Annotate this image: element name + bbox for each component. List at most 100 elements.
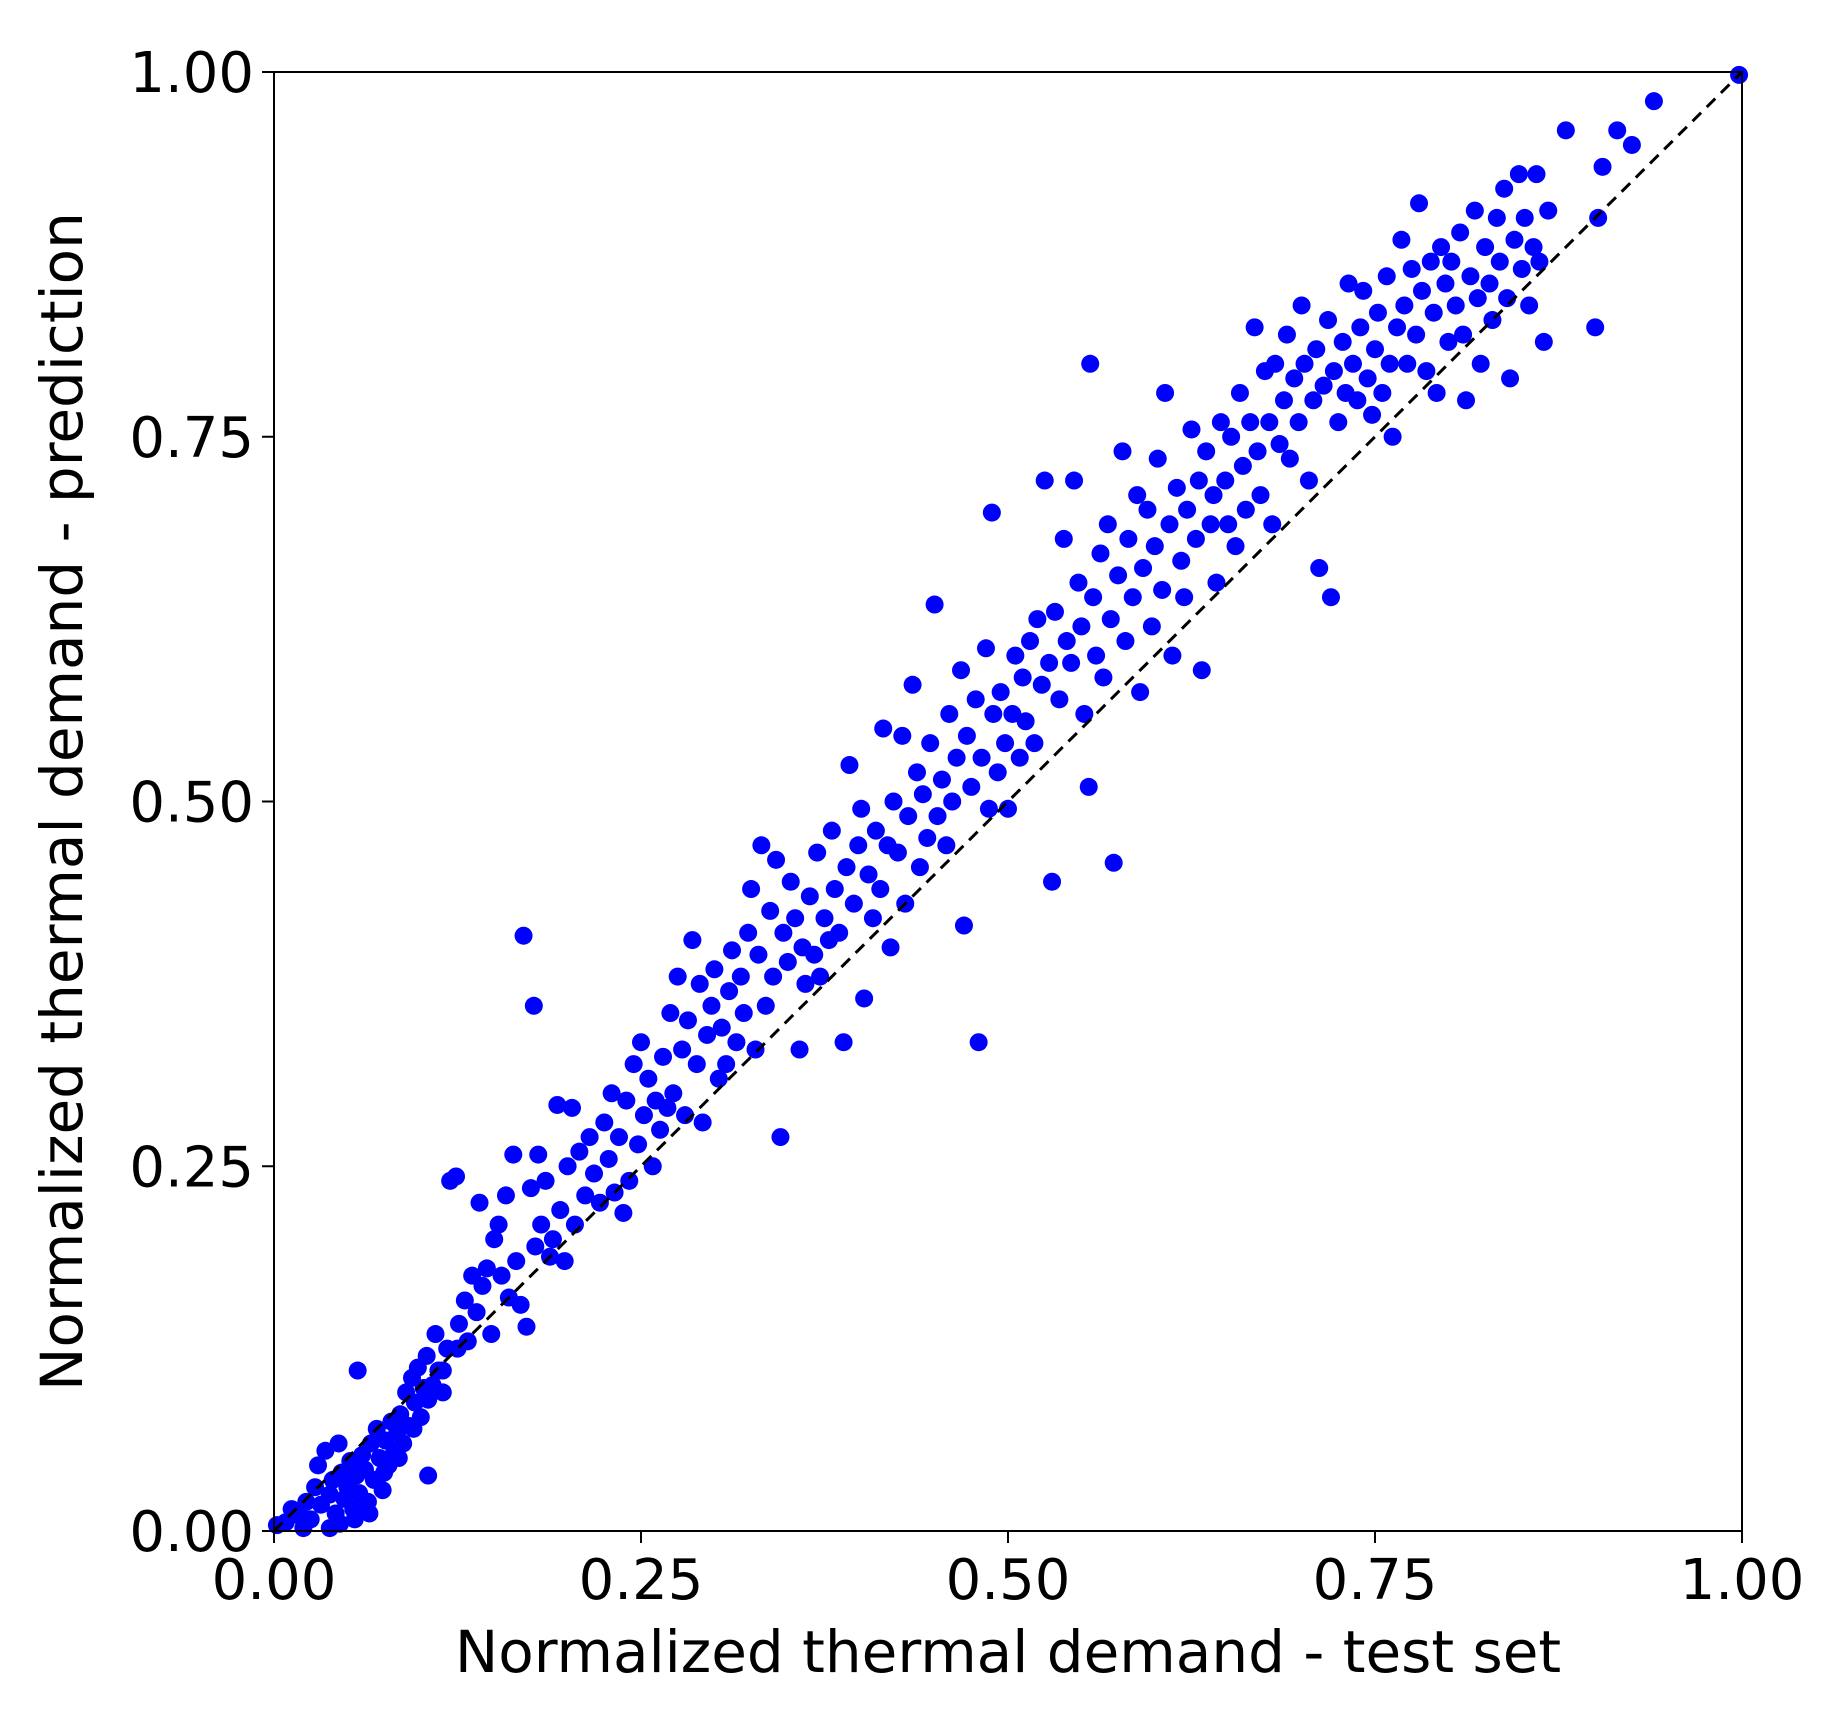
y-tick-label: 0.00 <box>129 1500 254 1565</box>
data-point <box>658 1098 677 1117</box>
data-point <box>1454 325 1473 344</box>
data-point <box>866 821 885 840</box>
data-point <box>320 1485 339 1504</box>
data-point <box>1084 588 1103 607</box>
x-tick-label: 0.25 <box>579 1548 704 1613</box>
data-point <box>1062 653 1081 672</box>
y-axis: 0.00 0.25 0.50 0.75 1.00 <box>129 41 274 1565</box>
data-point <box>526 1237 545 1256</box>
data-point <box>1160 515 1179 534</box>
data-point <box>849 836 868 855</box>
data-point <box>979 799 998 818</box>
data-point <box>1392 230 1411 249</box>
data-point <box>1241 413 1260 432</box>
data-point <box>1072 617 1091 636</box>
data-point <box>709 1069 728 1088</box>
data-point <box>1487 208 1506 227</box>
data-point <box>957 726 976 745</box>
data-point <box>1156 383 1175 402</box>
data-point <box>473 1276 492 1295</box>
data-point <box>734 1004 753 1023</box>
data-point <box>1021 632 1040 651</box>
data-point <box>1515 208 1534 227</box>
data-point <box>654 1047 673 1066</box>
data-point <box>1490 252 1509 271</box>
data-point <box>954 916 973 935</box>
data-point <box>859 865 878 884</box>
data-point <box>629 1135 648 1154</box>
data-point <box>511 1295 530 1314</box>
data-point <box>855 989 874 1008</box>
data-point <box>925 595 944 614</box>
data-point <box>1167 478 1186 497</box>
data-point <box>1354 281 1373 300</box>
data-point <box>632 1033 650 1052</box>
data-point <box>1016 712 1035 731</box>
data-point <box>1476 238 1495 257</box>
data-point <box>702 996 721 1015</box>
data-point <box>485 1230 504 1249</box>
data-point <box>1432 238 1451 257</box>
data-point <box>1091 544 1110 563</box>
data-point <box>1075 704 1094 723</box>
data-point <box>634 1106 653 1125</box>
y-tick-label: 0.25 <box>129 1135 254 1200</box>
data-point <box>306 1478 325 1497</box>
data-point <box>1145 537 1164 556</box>
data-point <box>687 1055 706 1074</box>
data-point <box>996 734 1015 753</box>
data-point <box>1304 391 1323 410</box>
data-point <box>1192 661 1211 680</box>
data-point <box>360 1504 379 1523</box>
data-point <box>620 1171 639 1190</box>
data-point <box>1505 230 1524 249</box>
data-point <box>1556 121 1575 140</box>
data-point <box>1040 653 1059 672</box>
data-point <box>966 690 985 709</box>
reference-line <box>272 70 1744 1533</box>
data-point <box>585 1164 604 1183</box>
data-point <box>1480 274 1499 293</box>
data-point <box>1366 340 1384 359</box>
data-point <box>1207 573 1226 592</box>
data-point <box>874 719 893 738</box>
data-point <box>316 1441 335 1460</box>
data-point <box>720 982 739 1001</box>
data-point <box>1003 704 1022 723</box>
data-point <box>529 1145 548 1164</box>
data-point <box>1057 632 1076 651</box>
data-point <box>805 945 824 964</box>
data-point <box>1211 413 1230 432</box>
data-point <box>1402 259 1421 278</box>
data-point <box>320 1519 339 1538</box>
data-point <box>918 828 937 847</box>
data-point <box>723 941 742 960</box>
data-point <box>668 967 687 986</box>
data-point <box>910 858 929 877</box>
data-point <box>852 799 871 818</box>
data-point <box>1421 252 1440 271</box>
data-point <box>1439 332 1458 351</box>
data-point <box>1457 391 1476 410</box>
data-point <box>1417 362 1436 381</box>
data-point <box>1013 668 1032 687</box>
data-point <box>943 792 962 811</box>
data-point <box>982 503 1001 522</box>
data-point <box>1069 573 1088 592</box>
data-point <box>496 1186 515 1205</box>
data-point <box>1050 690 1069 709</box>
data-point <box>1197 442 1216 461</box>
data-point <box>1175 588 1194 607</box>
data-point <box>661 1004 680 1023</box>
data-point <box>1310 559 1329 578</box>
data-point <box>1025 734 1044 753</box>
data-point <box>426 1325 445 1344</box>
data-point <box>375 1463 394 1482</box>
data-point <box>1219 515 1238 534</box>
data-point <box>1270 435 1289 454</box>
data-point <box>1324 362 1343 381</box>
data-point <box>790 1040 809 1059</box>
x-tick-label: 0.00 <box>212 1548 337 1613</box>
data-point <box>1321 588 1340 607</box>
data-point <box>1043 872 1062 891</box>
